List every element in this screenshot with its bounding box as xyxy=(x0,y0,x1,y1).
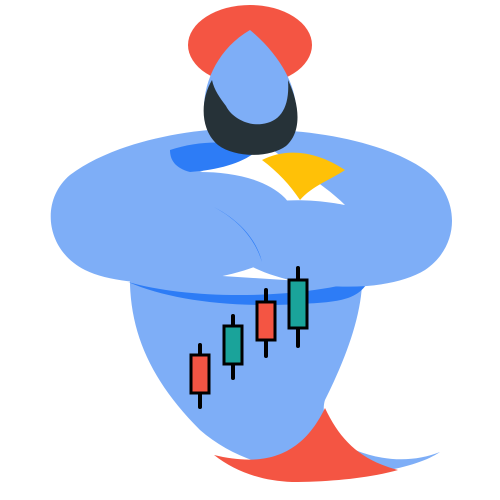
genie-right-arm xyxy=(225,129,453,287)
candle-body-up xyxy=(222,324,244,366)
candle-body-up xyxy=(287,278,309,330)
genie-body-tail xyxy=(129,270,440,475)
candlestick-chart-icon xyxy=(189,266,309,409)
genie-hand xyxy=(262,152,345,200)
candle-body-down xyxy=(255,300,277,342)
genie-beard xyxy=(203,80,298,155)
genie-sash xyxy=(214,408,398,482)
genie-torso-shadow xyxy=(128,278,370,306)
candle-body-down xyxy=(189,353,211,395)
